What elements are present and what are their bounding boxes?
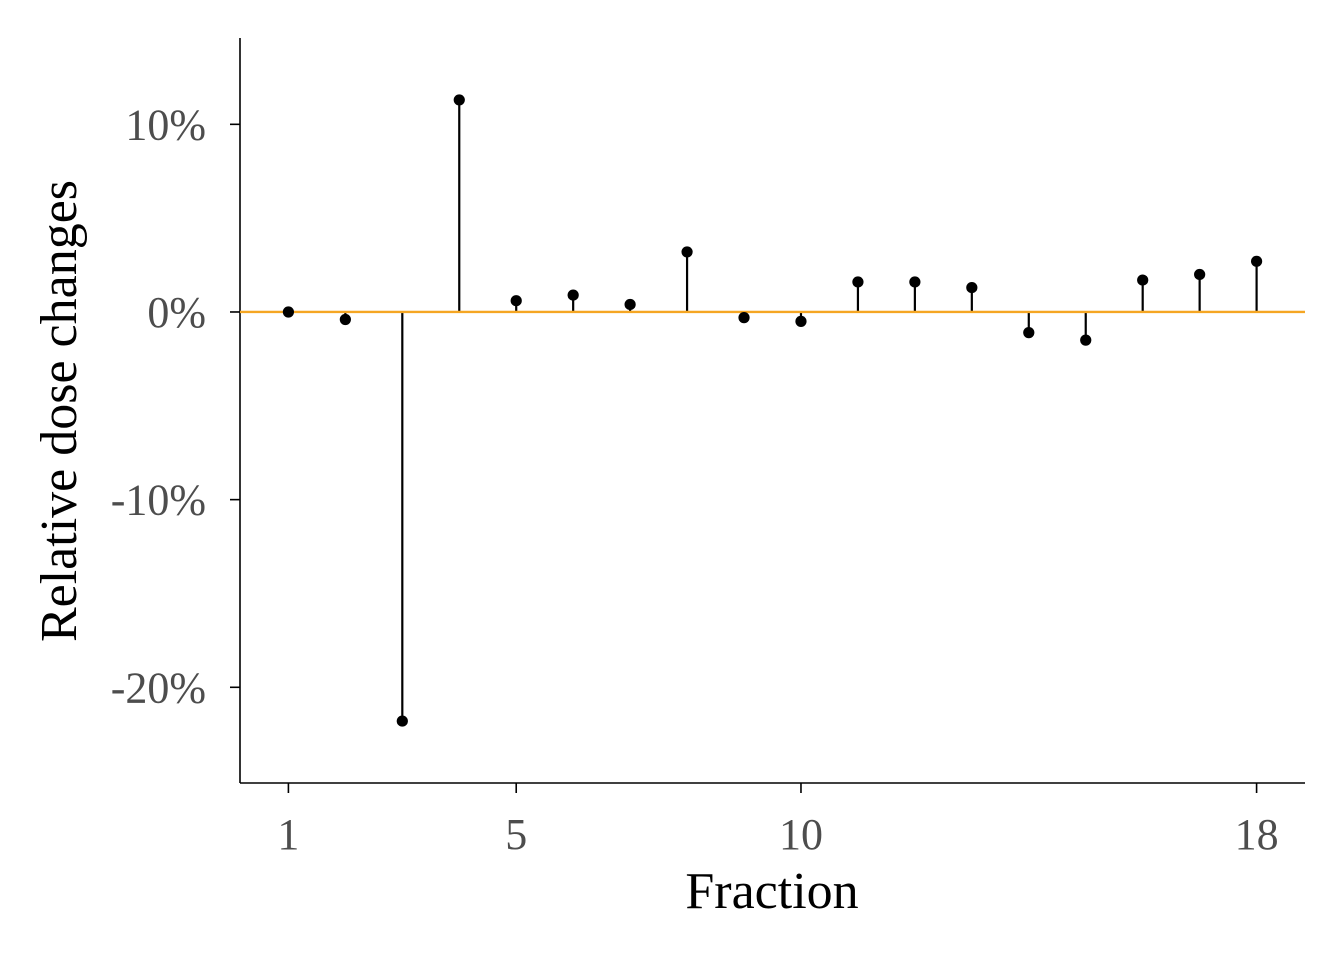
- point-9: [738, 312, 750, 324]
- point-16: [1137, 274, 1149, 286]
- point-18: [1250, 255, 1263, 267]
- point-7: [624, 298, 636, 311]
- point-15: [1080, 334, 1092, 346]
- point-8: [681, 246, 693, 258]
- point-3: [396, 715, 408, 727]
- x-tick-label: 18: [1235, 810, 1279, 859]
- point-13: [966, 281, 978, 294]
- point-17: [1194, 268, 1206, 281]
- y-tick-label: -10%: [111, 476, 206, 525]
- axes: [239, 38, 1305, 784]
- x-axis-title: Fraction: [685, 863, 858, 920]
- points: [282, 94, 1263, 727]
- y-axis-title: Relative dose changes: [31, 180, 88, 642]
- y-tick-label: 0%: [147, 288, 206, 337]
- x-ticks: 1 5 10 18: [277, 783, 1279, 859]
- point-14: [1023, 327, 1035, 339]
- point-6: [567, 289, 579, 301]
- x-tick-label: 10: [779, 810, 823, 859]
- stems: [344, 99, 1258, 722]
- y-tick-label: -20%: [111, 663, 206, 712]
- point-5: [510, 295, 522, 307]
- x-tick-label: 5: [505, 810, 527, 859]
- point-12: [909, 276, 921, 288]
- point-2: [339, 313, 351, 326]
- point-11: [852, 276, 864, 288]
- point-10: [795, 315, 807, 327]
- point-1: [282, 306, 295, 318]
- x-tick-label: 1: [277, 810, 299, 859]
- point-4: [453, 94, 465, 106]
- y-ticks: 10% 0% -10% -20%: [111, 100, 240, 712]
- y-tick-label: 10%: [125, 100, 206, 149]
